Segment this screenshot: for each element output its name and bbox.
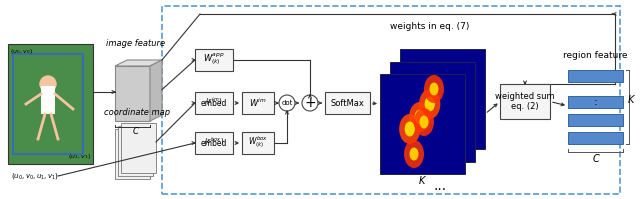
Ellipse shape [415, 109, 425, 125]
FancyBboxPatch shape [500, 84, 550, 119]
Polygon shape [115, 60, 162, 66]
Text: weights in eq. (7): weights in eq. (7) [390, 22, 470, 31]
FancyBboxPatch shape [325, 92, 370, 114]
FancyBboxPatch shape [568, 70, 623, 82]
Text: region feature: region feature [563, 51, 628, 60]
Text: C: C [592, 154, 599, 164]
FancyBboxPatch shape [115, 129, 150, 179]
Text: K: K [628, 95, 634, 105]
Text: $(u_1, v_1)$: $(u_1, v_1)$ [68, 152, 91, 161]
FancyBboxPatch shape [195, 92, 233, 114]
Text: dot: dot [282, 100, 292, 106]
Ellipse shape [429, 83, 438, 96]
Text: $(u_0, v_0, u_1, v_1)$: $(u_0, v_0, u_1, v_1)$ [11, 171, 59, 181]
FancyBboxPatch shape [118, 126, 153, 176]
Text: coordinate map: coordinate map [104, 108, 170, 117]
FancyBboxPatch shape [41, 86, 55, 114]
Ellipse shape [425, 97, 435, 111]
Ellipse shape [424, 75, 444, 103]
Text: +: + [304, 96, 316, 110]
FancyBboxPatch shape [390, 62, 475, 162]
Text: $W_{(k)}^{app}$: $W_{(k)}^{app}$ [203, 52, 225, 68]
Circle shape [302, 95, 318, 111]
Ellipse shape [419, 89, 440, 119]
Text: $(\varepsilon^{box})$: $(\varepsilon^{box})$ [204, 136, 224, 148]
Ellipse shape [410, 147, 419, 161]
FancyBboxPatch shape [121, 123, 156, 173]
Ellipse shape [404, 140, 424, 168]
Circle shape [40, 76, 56, 92]
Text: $W^{im}$: $W^{im}$ [249, 97, 267, 109]
FancyBboxPatch shape [568, 96, 623, 108]
Ellipse shape [419, 115, 429, 129]
FancyBboxPatch shape [242, 92, 274, 114]
Text: :: : [594, 97, 597, 107]
FancyBboxPatch shape [568, 132, 623, 144]
Text: $(\varepsilon^{im})$: $(\varepsilon^{im})$ [205, 96, 223, 108]
Ellipse shape [404, 122, 415, 137]
FancyBboxPatch shape [195, 132, 233, 154]
FancyBboxPatch shape [568, 114, 623, 126]
Polygon shape [150, 60, 162, 121]
FancyBboxPatch shape [380, 74, 465, 174]
Ellipse shape [399, 114, 420, 144]
FancyBboxPatch shape [195, 49, 233, 71]
Ellipse shape [414, 108, 434, 136]
FancyBboxPatch shape [8, 44, 93, 164]
Text: $(u_0, v_0)$: $(u_0, v_0)$ [10, 47, 33, 56]
FancyBboxPatch shape [400, 49, 485, 149]
Text: weighted sum
eq. (2): weighted sum eq. (2) [495, 92, 555, 111]
Ellipse shape [409, 102, 430, 132]
FancyBboxPatch shape [242, 132, 274, 154]
Text: embed: embed [201, 99, 227, 107]
Text: K: K [419, 176, 425, 186]
Text: SoftMax: SoftMax [331, 99, 364, 107]
Text: embed: embed [201, 139, 227, 147]
Text: ...: ... [433, 179, 447, 193]
Text: $W_{(k)}^{box}$: $W_{(k)}^{box}$ [248, 135, 268, 151]
Text: image feature: image feature [106, 39, 166, 48]
Text: C: C [133, 127, 139, 136]
FancyBboxPatch shape [115, 66, 150, 121]
Circle shape [279, 95, 295, 111]
